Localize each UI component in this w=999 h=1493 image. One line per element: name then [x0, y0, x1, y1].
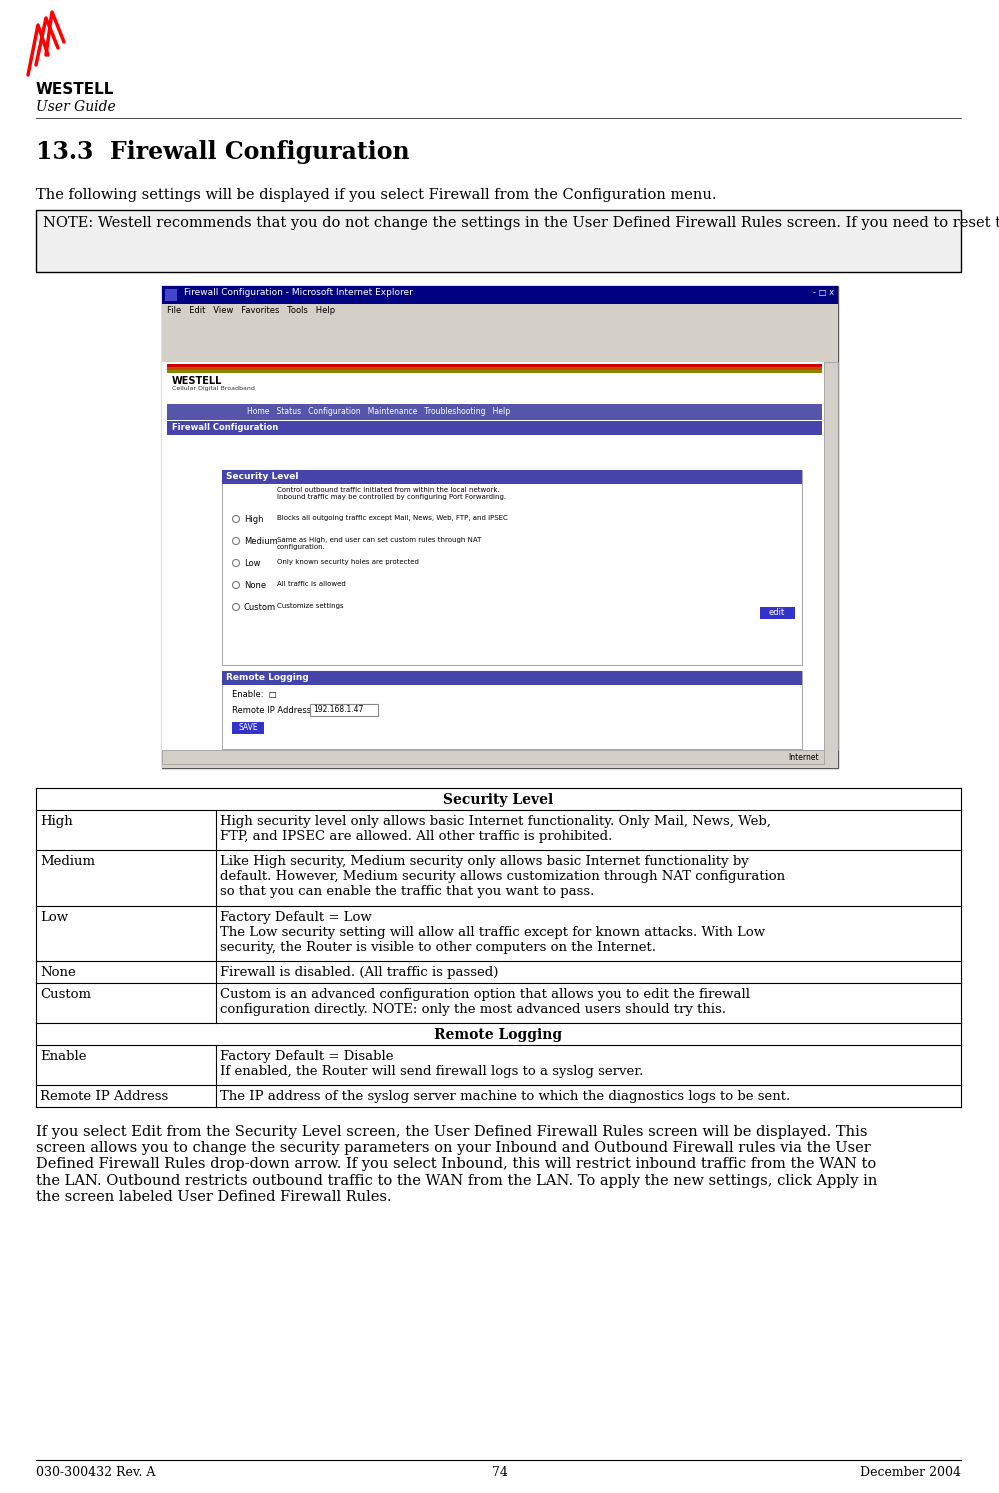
Bar — [167, 364, 822, 367]
Text: High: High — [244, 515, 264, 524]
Text: Same as High, end user can set custom rules through NAT
configuration.: Same as High, end user can set custom ru… — [277, 537, 482, 549]
Text: Enable: Enable — [40, 1050, 87, 1063]
Text: None: None — [244, 581, 266, 590]
Text: Custom: Custom — [244, 603, 276, 612]
Text: WESTELL: WESTELL — [36, 82, 114, 97]
Bar — [36, 211, 961, 272]
Text: Firewall is disabled. (All traffic is passed): Firewall is disabled. (All traffic is pa… — [220, 966, 499, 979]
Text: Custom is an advanced configuration option that allows you to edit the firewall
: Custom is an advanced configuration opti… — [220, 988, 750, 1017]
Text: Remote Logging: Remote Logging — [226, 673, 309, 682]
Text: Low: Low — [40, 911, 68, 924]
Text: Low: Low — [244, 558, 261, 567]
Bar — [162, 287, 838, 767]
Bar — [222, 670, 802, 749]
Text: WESTELL: WESTELL — [172, 376, 223, 387]
Text: 030-300432 Rev. A: 030-300432 Rev. A — [36, 1466, 156, 1480]
Text: Custom: Custom — [40, 988, 91, 1000]
Text: Security Level: Security Level — [444, 793, 553, 808]
Text: Enable:  □: Enable: □ — [232, 690, 277, 699]
Bar — [162, 287, 838, 305]
Text: Cellular Digital Broadband: Cellular Digital Broadband — [172, 387, 255, 391]
Bar — [162, 749, 838, 767]
Text: Control outbound traffic initiated from within the local network.
Inbound traffi: Control outbound traffic initiated from … — [277, 487, 506, 500]
Text: - □ x: - □ x — [813, 288, 834, 297]
Text: 192.168.1.47: 192.168.1.47 — [313, 705, 364, 714]
Bar — [167, 421, 822, 434]
Bar — [165, 290, 177, 302]
Text: High: High — [40, 815, 73, 829]
Text: 74: 74 — [492, 1466, 507, 1480]
Text: December 2004: December 2004 — [860, 1466, 961, 1480]
Text: Remote Logging: Remote Logging — [435, 1029, 562, 1042]
Text: Only known security holes are protected: Only known security holes are protected — [277, 558, 419, 564]
Text: Blocks all outgoing traffic except Mail, News, Web, FTP, and IPSEC: Blocks all outgoing traffic except Mail,… — [277, 515, 507, 521]
Bar — [162, 361, 824, 749]
Bar — [167, 367, 822, 370]
Text: Customize settings: Customize settings — [277, 603, 344, 609]
Text: File   Edit   View   Favorites   Tools   Help: File Edit View Favorites Tools Help — [167, 306, 335, 315]
Text: Security Level: Security Level — [226, 472, 299, 481]
Text: Remote IP Address: Remote IP Address — [40, 1090, 168, 1103]
Bar — [162, 305, 838, 318]
Bar — [162, 318, 838, 343]
Bar — [232, 723, 264, 735]
Bar — [222, 670, 802, 685]
Bar — [310, 705, 378, 717]
Text: Firewall Configuration - Microsoft Internet Explorer: Firewall Configuration - Microsoft Inter… — [184, 288, 413, 297]
Text: Internet: Internet — [788, 752, 819, 761]
Bar — [162, 749, 824, 764]
Bar — [162, 343, 838, 361]
Text: NOTE: Westell recommends that you do not change the settings in the User Defined: NOTE: Westell recommends that you do not… — [43, 216, 999, 230]
Bar — [760, 608, 795, 620]
Bar — [167, 370, 822, 373]
Text: If you select Edit from the Security Level screen, the User Defined Firewall Rul: If you select Edit from the Security Lev… — [36, 1126, 877, 1203]
Text: Remote IP Address:: Remote IP Address: — [232, 706, 314, 715]
Text: The following settings will be displayed if you select Firewall from the Configu: The following settings will be displayed… — [36, 188, 716, 202]
Text: All traffic is allowed: All traffic is allowed — [277, 581, 346, 587]
Text: User Guide: User Guide — [36, 100, 116, 113]
Text: Firewall Configuration: Firewall Configuration — [172, 423, 279, 431]
Text: Factory Default = Low
The Low security setting will allow all traffic except for: Factory Default = Low The Low security s… — [220, 911, 765, 954]
Text: 13.3  Firewall Configuration: 13.3 Firewall Configuration — [36, 140, 410, 164]
Bar — [824, 361, 838, 749]
Text: Like High security, Medium security only allows basic Internet functionality by
: Like High security, Medium security only… — [220, 855, 785, 897]
Bar — [222, 470, 802, 664]
Bar — [167, 405, 822, 420]
Text: Medium: Medium — [40, 855, 95, 867]
Text: edit: edit — [769, 608, 785, 617]
Text: The IP address of the syslog server machine to which the diagnostics logs to be : The IP address of the syslog server mach… — [220, 1090, 790, 1103]
Text: SAVE: SAVE — [238, 723, 258, 732]
Text: Medium: Medium — [244, 537, 278, 546]
Text: None: None — [40, 966, 76, 979]
Text: Factory Default = Disable
If enabled, the Router will send firewall logs to a sy: Factory Default = Disable If enabled, th… — [220, 1050, 643, 1078]
Bar — [222, 470, 802, 484]
Text: High security level only allows basic Internet functionality. Only Mail, News, W: High security level only allows basic In… — [220, 815, 771, 844]
Text: Home   Status   Configuration   Maintenance   Troubleshooting   Help: Home Status Configuration Maintenance Tr… — [247, 408, 510, 417]
